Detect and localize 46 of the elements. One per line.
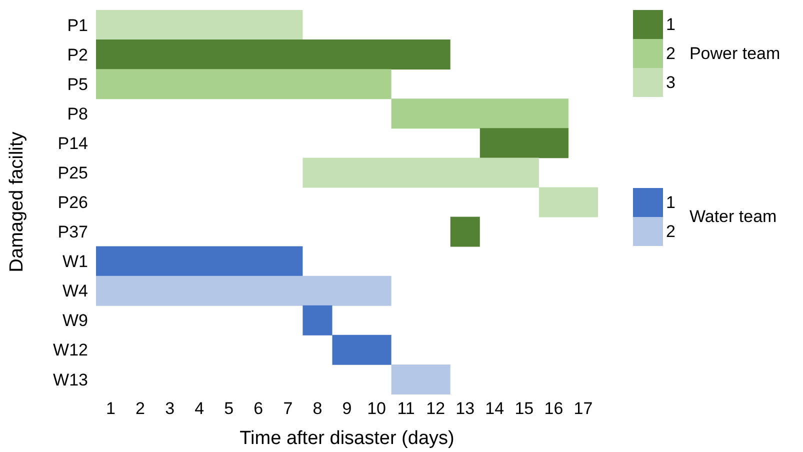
x-tick-label: 5 (224, 399, 234, 418)
x-tick-label: 7 (283, 399, 293, 418)
y-tick-label: W13 (53, 370, 88, 390)
bar (391, 364, 450, 394)
legend-label: 1 (666, 14, 676, 34)
y-tick-label: P25 (58, 163, 88, 182)
y-tick-label: W1 (62, 252, 88, 272)
y-axis-title: Damaged facility (6, 131, 28, 272)
y-tick-label: P1 (67, 16, 88, 35)
bar (96, 276, 392, 306)
y-tick-label: W12 (53, 340, 88, 360)
y-tick-label: P14 (58, 134, 88, 153)
bar (96, 40, 450, 70)
y-tick-label: P8 (67, 104, 88, 124)
x-tick-label: 14 (485, 399, 504, 418)
x-tick-label: 10 (367, 399, 386, 418)
legend-label: 2 (666, 44, 676, 64)
x-tick-label: 17 (574, 399, 593, 418)
x-tick-label: 12 (426, 399, 446, 418)
x-tick-label: 6 (254, 399, 264, 418)
y-tick-label: W4 (62, 282, 88, 301)
bar (96, 10, 303, 40)
legend-label: 2 (666, 222, 676, 242)
x-tick-label: 3 (165, 399, 175, 418)
bar (450, 216, 480, 247)
x-tick-label: 4 (194, 399, 204, 418)
y-tick-label: W9 (62, 311, 88, 330)
bar (480, 128, 568, 158)
x-tick-label: 11 (397, 399, 415, 418)
x-tick-label: 2 (136, 399, 146, 418)
x-tick-label: 1 (106, 399, 116, 418)
y-tick-label: P37 (58, 222, 88, 242)
legend-label: 3 (666, 72, 676, 92)
text: Power team (689, 44, 780, 64)
x-axis-title: Time after disaster (days) (240, 428, 454, 449)
y-tick-label: P26 (58, 193, 88, 212)
legend-label: 1 (666, 192, 676, 212)
text: Water team (689, 207, 777, 227)
x-tick-label: 16 (544, 399, 564, 418)
x-tick-label: 9 (342, 399, 352, 418)
x-tick-label: 13 (456, 399, 475, 418)
x-tick-label: 8 (312, 399, 322, 418)
y-tick-label: P2 (67, 45, 88, 64)
bar (96, 246, 303, 276)
y-tick-label: P5 (67, 74, 88, 94)
x-tick-label: 15 (514, 399, 534, 418)
